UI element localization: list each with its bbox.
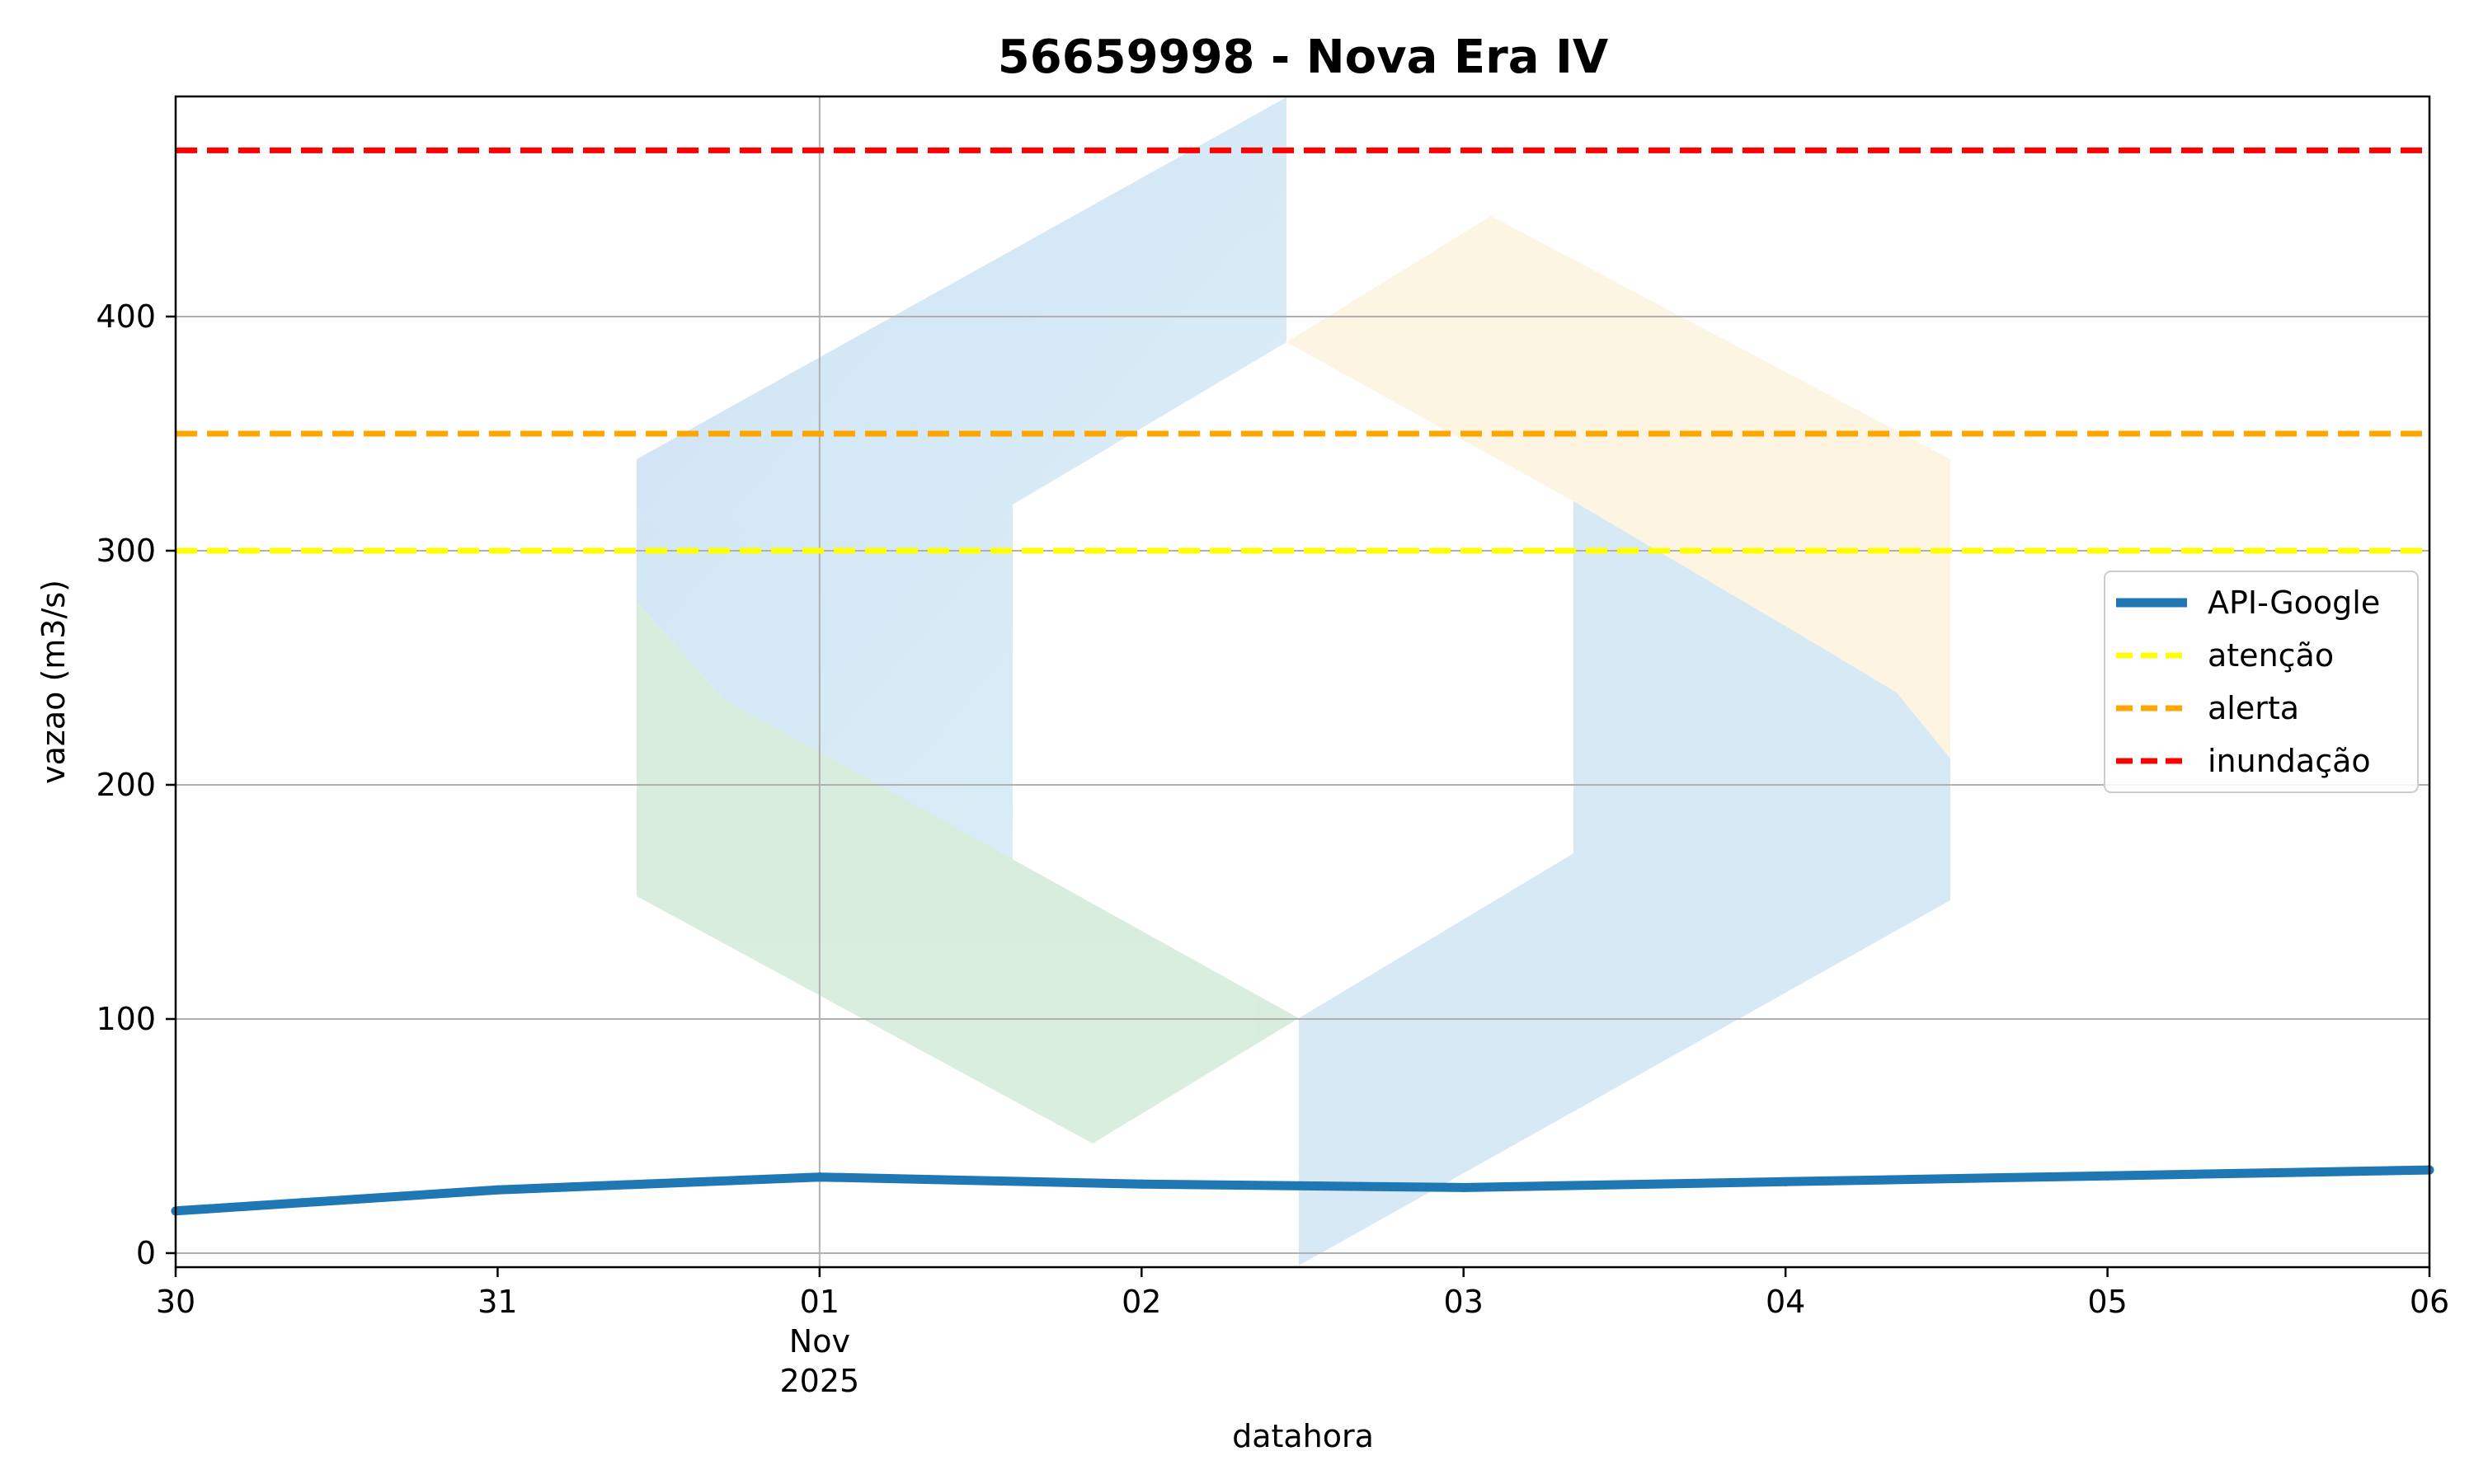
x-tick-label: 04 xyxy=(1766,1284,1805,1320)
y-tick-label: 300 xyxy=(96,533,156,569)
x-axis: 30 31 01 Nov 2025 02 03 04 05 06 xyxy=(156,1267,2449,1399)
watermark-blue-bottom xyxy=(1299,501,1950,1266)
x-axis-title: datahora xyxy=(1232,1418,1374,1454)
legend: API-Google atenção alerta inundação xyxy=(2104,571,2419,793)
plot-frame xyxy=(174,95,2431,1269)
legend-label: inundação xyxy=(2208,743,2371,779)
y-tick-label: 200 xyxy=(96,767,156,803)
x-tick-label: 01 Nov 2025 xyxy=(779,1284,859,1399)
y-axis: 0 100 200 300 400 xyxy=(96,298,176,1271)
y-tick-label: 100 xyxy=(96,1001,156,1037)
data-point xyxy=(1459,1182,1469,1192)
data-point xyxy=(492,1185,502,1195)
legend-label: alerta xyxy=(2208,690,2299,726)
data-point xyxy=(1136,1179,1146,1189)
watermark-yellow xyxy=(1286,216,1950,758)
y-tick-label: 400 xyxy=(96,298,156,335)
grid xyxy=(176,96,2429,1267)
legend-label: atenção xyxy=(2208,637,2334,674)
series-line xyxy=(175,1165,2430,1216)
y-axis-title: vazao (m3/s) xyxy=(35,580,72,784)
watermark-blue-top xyxy=(637,97,1286,864)
x-tick-label: 30 xyxy=(156,1284,195,1320)
x-tick-label: 06 xyxy=(2410,1284,2449,1320)
data-point xyxy=(815,1172,825,1182)
x-tick-label: 05 xyxy=(2087,1284,2127,1320)
series-lines xyxy=(171,1165,2434,1216)
y-tick-label: 0 xyxy=(136,1235,156,1271)
legend-label: API-Google xyxy=(2208,585,2380,621)
watermark-green xyxy=(637,602,1299,1144)
x-tick-label: 31 xyxy=(477,1284,517,1320)
x-tick-label: 03 xyxy=(1444,1284,1484,1320)
data-point xyxy=(1780,1176,1790,1186)
legend-box xyxy=(2104,571,2419,793)
x-tick-label: 02 xyxy=(1122,1284,1161,1320)
hexagon-logo-watermark xyxy=(637,97,1950,1266)
chart-title: 56659998 - Nova Era IV xyxy=(998,31,1609,84)
data-point xyxy=(2103,1171,2113,1181)
